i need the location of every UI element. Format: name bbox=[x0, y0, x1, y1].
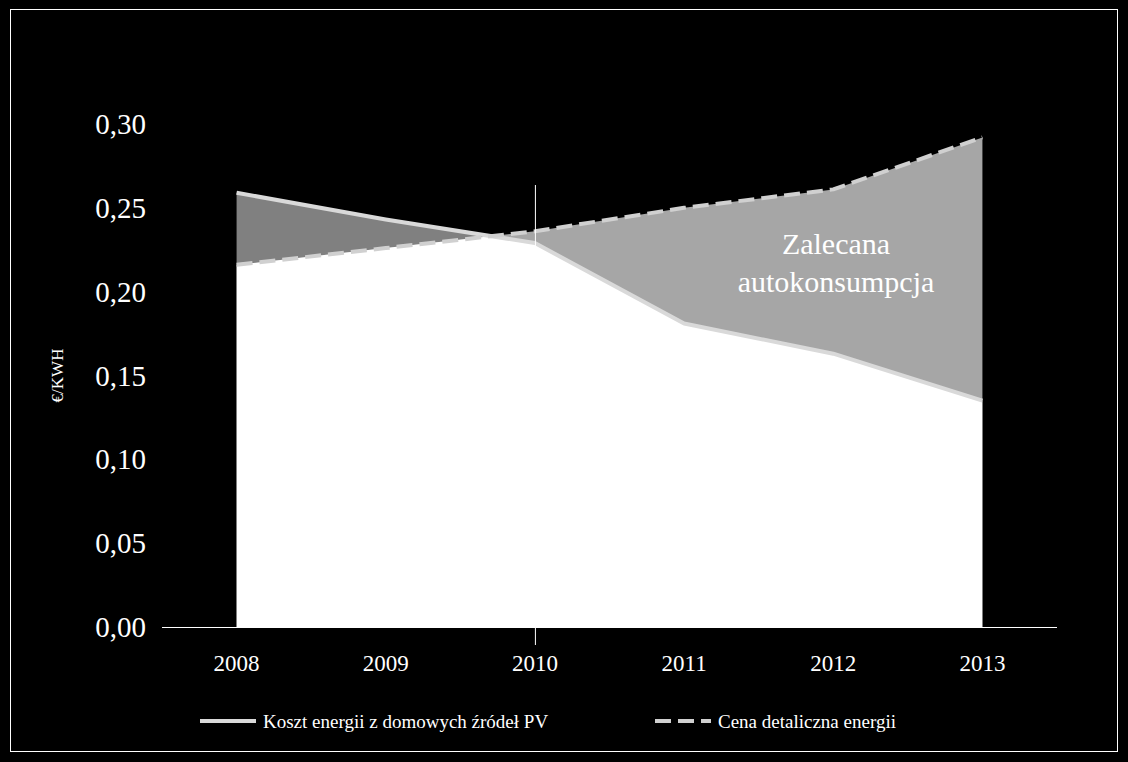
retail-area bbox=[237, 137, 983, 627]
legend-label: Koszt energii z domowych źródeł PV bbox=[263, 711, 548, 732]
y-tick-label: 0,30 bbox=[95, 108, 146, 140]
chart: 2008 2009 2010 2011 2012 2013 0,00 0,05 0,10 0,15… bbox=[0, 0, 1128, 762]
y-tick-label: 0,25 bbox=[95, 192, 146, 224]
y-tick-label: 0,10 bbox=[95, 443, 146, 475]
frame bbox=[11, 10, 1118, 752]
x-tick-label: 2013 bbox=[959, 651, 1005, 676]
plot-area bbox=[237, 137, 983, 627]
y-tick-label: 0,00 bbox=[95, 611, 146, 643]
y-tick-label: 0,20 bbox=[95, 276, 146, 308]
common-area-group bbox=[237, 193, 983, 627]
legend-swatch bbox=[655, 719, 711, 723]
x-tick-label: 2009 bbox=[363, 651, 409, 676]
x-tick-label: 2008 bbox=[214, 651, 260, 676]
common-area bbox=[237, 193, 983, 627]
x-tick-label: 2010 bbox=[512, 651, 558, 676]
series-line bbox=[237, 137, 983, 264]
x-tick-label: 2011 bbox=[662, 651, 707, 676]
reference-line bbox=[535, 185, 536, 645]
legend-label: Cena detaliczna energii bbox=[718, 711, 896, 732]
series-line bbox=[237, 193, 983, 401]
y-axis-label: €/KWH bbox=[48, 349, 67, 403]
background bbox=[0, 0, 1128, 762]
annotation: Zalecana autokonsumpcja bbox=[738, 227, 935, 298]
annotation-line: autokonsumpcja bbox=[738, 265, 935, 298]
legend-swatch bbox=[200, 719, 256, 723]
x-tick-label: 2012 bbox=[810, 651, 856, 676]
x-axis bbox=[162, 627, 1057, 628]
annotation-line: Zalecana bbox=[782, 227, 890, 260]
y-tick-label: 0,05 bbox=[95, 527, 146, 559]
y-tick-label: 0,15 bbox=[95, 360, 146, 392]
